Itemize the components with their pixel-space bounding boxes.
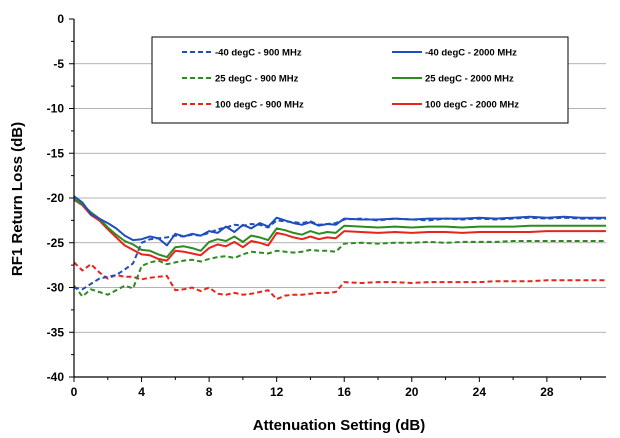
- legend-label: 100 degC - 2000 MHz: [425, 100, 519, 111]
- series-layer: [73, 195, 606, 301]
- x-tick-label: 12: [270, 385, 284, 399]
- series-line-2: [73, 195, 606, 247]
- y-tick-label: -10: [47, 102, 65, 116]
- legend-label: -40 degC - 2000 MHz: [425, 48, 517, 59]
- y-tick-label: -25: [47, 236, 65, 250]
- series-line-3: [73, 240, 606, 298]
- x-tick-label: 20: [405, 385, 419, 399]
- legend-label: 25 degC - 2000 MHz: [425, 74, 514, 85]
- y-tick-label: -35: [47, 325, 65, 339]
- series-line-6: [73, 198, 606, 262]
- x-tick-label: 28: [540, 385, 554, 399]
- y-tick-label: -40: [47, 370, 65, 384]
- legend-label: 100 degC - 900 MHz: [215, 100, 304, 111]
- y-tick-label: -20: [47, 191, 65, 205]
- x-tick-label: 4: [138, 385, 145, 399]
- legend-box: [151, 36, 569, 124]
- series-line-4: [73, 198, 606, 259]
- legend: -40 degC - 900 MHz -40 degC - 2000 MHz 25 …: [151, 36, 569, 124]
- legend-label: -40 degC - 900 MHz: [215, 48, 302, 59]
- y-tick-label: -5: [53, 57, 64, 71]
- y-axis-title: RF1 Return Loss (dB): [9, 122, 26, 276]
- y-tick-label: 0: [57, 12, 64, 26]
- y-tick-label: -30: [47, 281, 65, 295]
- ticks: 0 -5 -10 -15 -20 -25 -30 -35 -40 0 4 8 12 16 20 24 28: [47, 12, 582, 399]
- series-line-5: [73, 261, 606, 301]
- y-tick-label: -15: [47, 146, 65, 160]
- x-tick-label: 24: [473, 385, 487, 399]
- x-axis-title: Attenuation Setting (dB): [253, 417, 425, 434]
- legend-label: 25 degC - 900 MHz: [215, 74, 299, 85]
- x-tick-label: 16: [338, 385, 352, 399]
- x-tick-label: 8: [206, 385, 213, 399]
- x-tick-label: 0: [71, 385, 78, 399]
